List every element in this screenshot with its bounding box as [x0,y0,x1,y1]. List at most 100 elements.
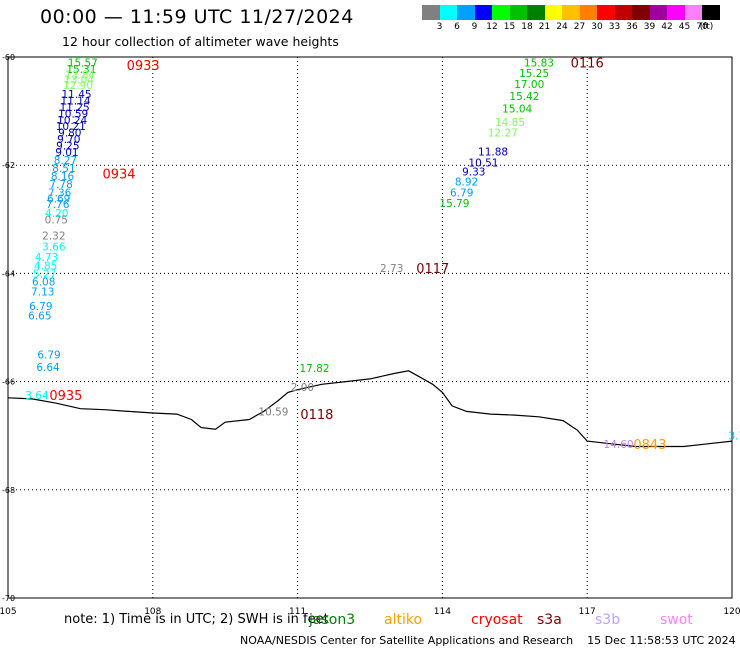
legend-label: 6 [454,22,460,32]
credit-line: NOAA/NESDIS Center for Satellite Applica… [240,634,736,647]
page-subtitle: 12 hour collection of altimeter wave hei… [62,34,339,49]
wave-height-value: 6.08 [32,277,55,289]
legend-swatch [492,5,510,20]
wave-height-value: 9.25 [56,141,79,153]
wave-height-value: 6.79 [29,301,52,313]
wave-height-value: 6.64 [36,362,60,374]
wave-height-value: 13.04 [64,75,94,87]
wave-height-value: 9.01 [55,147,78,159]
wave-height-value: 12.27 [488,128,518,140]
wave-height-value: 4.20 [45,208,68,220]
wave-height-value: 3.7 [728,431,740,443]
legend-swatch [579,5,597,20]
wave-height-value: 14.60 [604,439,634,451]
wave-height-value: 6.79 [450,187,473,199]
wave-height-value: 9.80 [58,128,81,140]
mission-label-s3b: s3b [595,612,621,628]
wave-height-value: 17.82 [299,363,329,375]
wave-height-value: 8.92 [455,176,478,188]
wave-height-value: 2.73 [380,263,403,275]
legend-swatch [527,5,545,20]
legend-label: 24 [556,22,568,32]
wave-height-value: 15.04 [502,103,532,115]
color-legend-labels: 3 6 9 12 15 18 21 24 27 30 33 36 39 42 45 70 (ft) [422,22,732,34]
legend-label: 70 [696,22,708,32]
legend-label: 27 [573,22,586,32]
lon-tick-label: 111 [289,607,306,617]
wave-height-value: 6.79 [37,350,60,362]
wave-height-value: 9.33 [462,167,485,179]
wave-height-value: 14.85 [495,117,525,129]
page-title: 00:00 — 11:59 UTC 11/27/2024 [40,6,354,28]
legend-swatch [614,5,632,20]
wave-height-value: 8.51 [52,163,75,175]
pass-time-label: 0934 [102,167,135,182]
wave-height-value: 13.84 [65,69,95,81]
lat-tick-label: -70 [2,594,15,603]
wave-height-value: 10.59 [58,108,88,120]
legend-swatch [649,5,667,20]
legend-label: 45 [678,22,691,32]
legend-swatch [562,5,580,20]
legend-label: 42 [661,22,673,32]
wave-height-value: 3.66 [42,241,66,253]
mission-label-jason3: jason3 [309,612,356,628]
legend-label: 33 [608,22,621,32]
wave-height-value: 12.90 [63,80,93,92]
wave-height-value: 15.83 [524,57,554,69]
legend-swatch [597,5,615,20]
legend-swatch [439,5,457,20]
wave-height-value: 7.13 [31,286,54,298]
lat-tick-label: -68 [2,486,15,495]
lon-tick-label: 117 [579,607,596,617]
legend-unit: (ft) [699,22,714,32]
mission-label-swot: swot [660,612,693,628]
pass-time-label: 0118 [300,408,333,423]
lat-tick-label: -62 [2,161,15,170]
wave-height-value: 11.14 [61,95,91,107]
lon-tick-label: 105 [0,607,17,617]
wave-height-value: 15.57 [68,57,98,69]
legend-label: 12 [486,22,498,32]
wave-height-value: 7.36 [48,187,72,199]
legend-swatch [632,5,650,20]
legend-label: 21 [538,22,551,32]
credit-text: NOAA/NESDIS Center for Satellite Applica… [240,634,574,647]
wave-height-value: 0.75 [45,214,68,226]
wave-height-value: 17.00 [514,79,544,91]
legend-label: 3 [436,22,443,32]
wave-height-value: 7.78 [49,179,72,191]
wave-height-value: 10.24 [57,115,87,127]
legend-swatch [457,5,475,20]
lat-tick-label: -60 [2,53,15,62]
legend-swatch [702,5,720,20]
legend-swatch [544,5,562,20]
wave-height-value: 6.65 [28,311,51,323]
legend-label: 18 [521,22,533,32]
pass-time-label: 0933 [127,59,160,74]
pass-time-label: 0117 [416,262,449,277]
lon-tick-label: 120 [723,607,740,617]
legend-label: 39 [643,22,656,32]
mission-label-altiko: altiko [384,612,423,628]
legend-label: 9 [471,22,478,32]
generated-time: 15 Dec 11:58:53 UTC 2024 [587,634,736,647]
wave-height-value: 4.73 [35,252,58,264]
legend-swatch [474,5,492,20]
wave-height-value: 4.85 [34,260,57,272]
wave-height-value: 7.76 [46,199,70,211]
wave-height-value: 11.25 [60,102,90,114]
lat-tick-label: -66 [2,378,15,387]
legend-swatch [509,5,527,20]
legend-swatch [684,5,702,20]
wave-height-value: 10.21 [56,121,86,133]
wave-height-value: 15.42 [509,91,539,103]
wave-height-value: 11.45 [62,89,92,101]
wave-height-value: 8.16 [51,171,75,183]
legend-swatch [422,5,440,20]
wave-height-value: 6.69 [47,194,70,206]
legend-label: 36 [626,22,638,32]
wave-height-value: 8.27 [54,155,77,167]
legend-label: 30 [591,22,603,32]
